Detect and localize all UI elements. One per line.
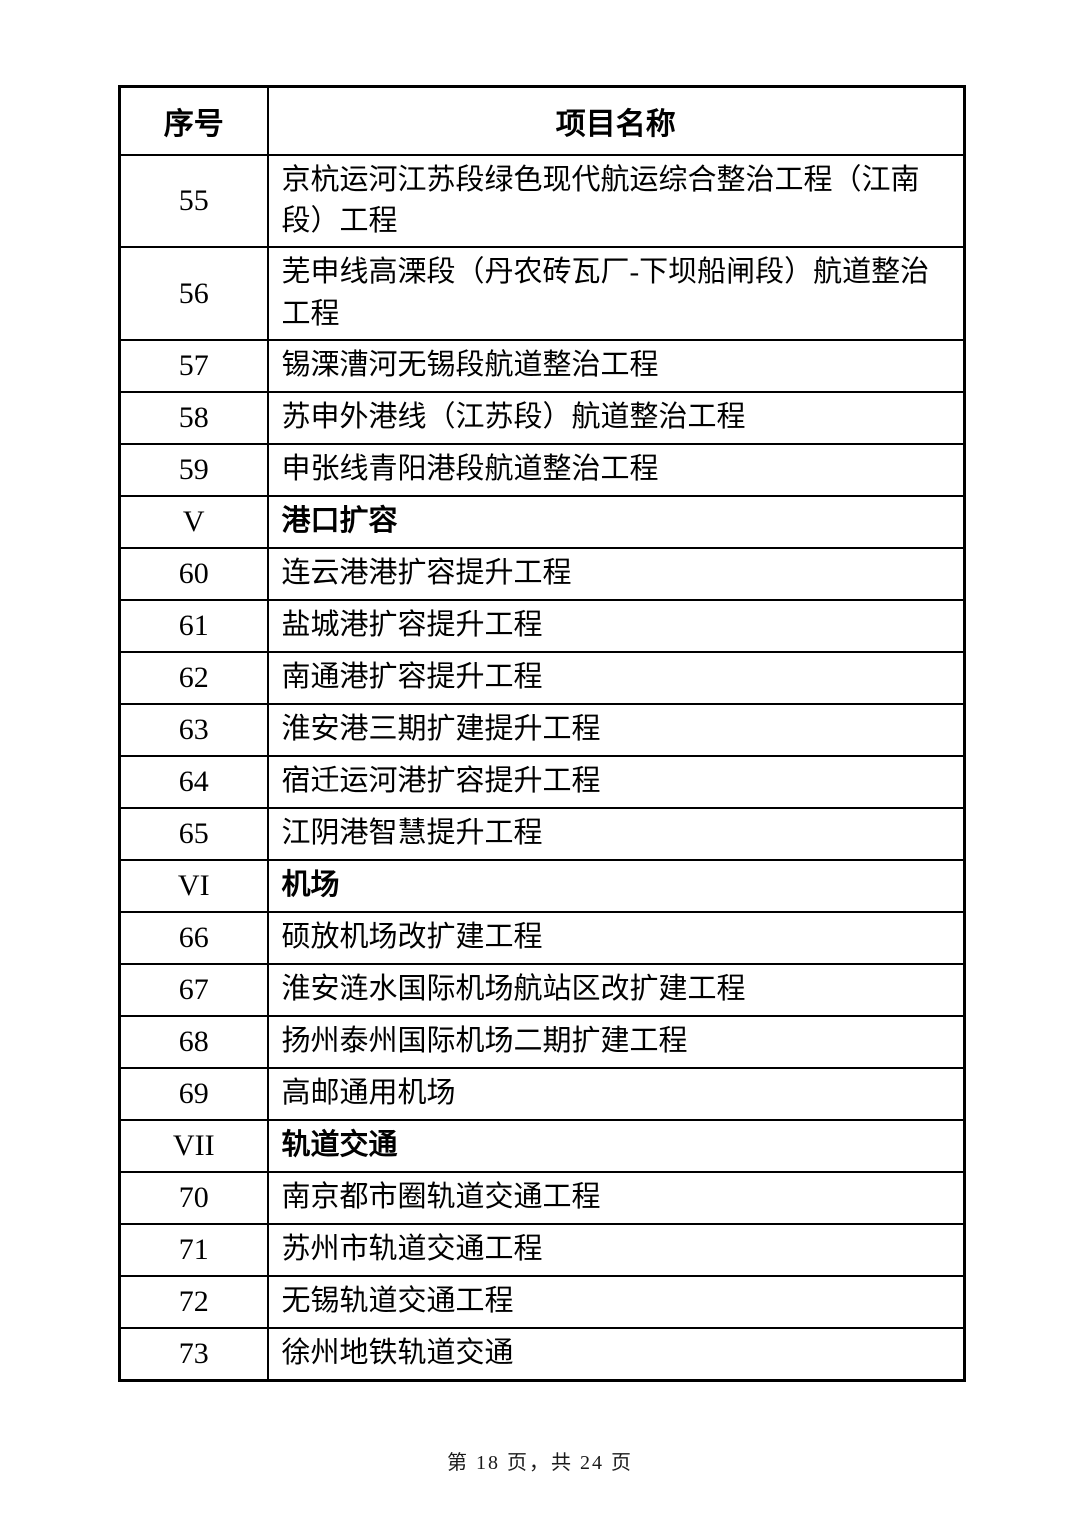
row-serial: 62 [118, 650, 269, 705]
table-row: 65 江阴港智慧提升工程 [118, 806, 966, 861]
project-name: 南京都市圈轨道交通工程 [266, 1170, 966, 1225]
row-serial: V [118, 494, 269, 549]
section-title: 机场 [266, 858, 966, 913]
table-row: 70 南京都市圈轨道交通工程 [118, 1170, 966, 1225]
row-serial: 70 [118, 1170, 269, 1225]
table-row: 71 苏州市轨道交通工程 [118, 1222, 966, 1277]
table-row: 60 连云港港扩容提升工程 [118, 546, 966, 601]
row-serial: 72 [118, 1274, 269, 1329]
project-name: 硕放机场改扩建工程 [266, 910, 966, 965]
table-row: 59 申张线青阳港段航道整治工程 [118, 442, 966, 497]
row-serial: 59 [118, 442, 269, 497]
project-name: 江阴港智慧提升工程 [266, 806, 966, 861]
projects-table-container: 序号 项目名称 55 京杭运河江苏段绿色现代航运综合整治工程（江南段）工程 56 芜申… [118, 85, 966, 1382]
project-name: 高邮通用机场 [266, 1066, 966, 1121]
table-row: 55 京杭运河江苏段绿色现代航运综合整治工程（江南段）工程 [118, 153, 966, 249]
section-row: VI 机场 [118, 858, 966, 913]
table-row: 57 锡溧漕河无锡段航道整治工程 [118, 338, 966, 393]
section-row: V 港口扩容 [118, 494, 966, 549]
section-row: VII 轨道交通 [118, 1118, 966, 1173]
project-name: 连云港港扩容提升工程 [266, 546, 966, 601]
table-body: 55 京杭运河江苏段绿色现代航运综合整治工程（江南段）工程 56 芜申线高溧段（丹农砖… [118, 153, 966, 1382]
column-header-serial: 序号 [118, 85, 269, 156]
project-name: 宿迁运河港扩容提升工程 [266, 754, 966, 809]
table-row: 63 淮安港三期扩建提升工程 [118, 702, 966, 757]
table-row: 66 硕放机场改扩建工程 [118, 910, 966, 965]
project-name: 扬州泰州国际机场二期扩建工程 [266, 1014, 966, 1069]
project-name: 盐城港扩容提升工程 [266, 598, 966, 653]
column-header-project-name: 项目名称 [266, 85, 966, 156]
project-name: 淮安港三期扩建提升工程 [266, 702, 966, 757]
row-serial: 57 [118, 338, 269, 393]
row-serial: 63 [118, 702, 269, 757]
row-serial: 65 [118, 806, 269, 861]
row-serial: VII [118, 1118, 269, 1173]
row-serial: 55 [118, 153, 269, 249]
section-title: 轨道交通 [266, 1118, 966, 1173]
row-serial: 60 [118, 546, 269, 601]
project-name: 徐州地铁轨道交通 [266, 1326, 966, 1382]
row-serial: 64 [118, 754, 269, 809]
row-serial: VI [118, 858, 269, 913]
project-name: 芜申线高溧段（丹农砖瓦厂-下坝船闸段）航道整治工程 [266, 246, 966, 341]
project-name: 无锡轨道交通工程 [266, 1274, 966, 1329]
page-number-footer: 第 18 页，共 24 页 [447, 1452, 633, 1474]
row-serial: 61 [118, 598, 269, 653]
table-row: 68 扬州泰州国际机场二期扩建工程 [118, 1014, 966, 1069]
row-serial: 71 [118, 1222, 269, 1277]
project-name: 淮安涟水国际机场航站区改扩建工程 [266, 962, 966, 1017]
table-row: 72 无锡轨道交通工程 [118, 1274, 966, 1329]
project-name: 苏州市轨道交通工程 [266, 1222, 966, 1277]
table-header-row: 序号 项目名称 [118, 85, 966, 156]
project-name: 南通港扩容提升工程 [266, 650, 966, 705]
table-row: 67 淮安涟水国际机场航站区改扩建工程 [118, 962, 966, 1017]
row-serial: 68 [118, 1014, 269, 1069]
row-serial: 58 [118, 390, 269, 445]
row-serial: 56 [118, 246, 269, 341]
table-row: 64 宿迁运河港扩容提升工程 [118, 754, 966, 809]
projects-table: 序号 项目名称 55 京杭运河江苏段绿色现代航运综合整治工程（江南段）工程 56 芜申… [118, 85, 966, 1382]
project-name: 申张线青阳港段航道整治工程 [266, 442, 966, 497]
table-row: 73 徐州地铁轨道交通 [118, 1326, 966, 1382]
table-row: 69 高邮通用机场 [118, 1066, 966, 1121]
table-row: 58 苏申外港线（江苏段）航道整治工程 [118, 390, 966, 445]
row-serial: 67 [118, 962, 269, 1017]
section-title: 港口扩容 [266, 494, 966, 549]
table-row: 61 盐城港扩容提升工程 [118, 598, 966, 653]
row-serial: 69 [118, 1066, 269, 1121]
project-name: 京杭运河江苏段绿色现代航运综合整治工程（江南段）工程 [266, 153, 966, 249]
table-row: 62 南通港扩容提升工程 [118, 650, 966, 705]
table-row: 56 芜申线高溧段（丹农砖瓦厂-下坝船闸段）航道整治工程 [118, 246, 966, 341]
row-serial: 66 [118, 910, 269, 965]
row-serial: 73 [118, 1326, 269, 1382]
project-name: 锡溧漕河无锡段航道整治工程 [266, 338, 966, 393]
project-name: 苏申外港线（江苏段）航道整治工程 [266, 390, 966, 445]
